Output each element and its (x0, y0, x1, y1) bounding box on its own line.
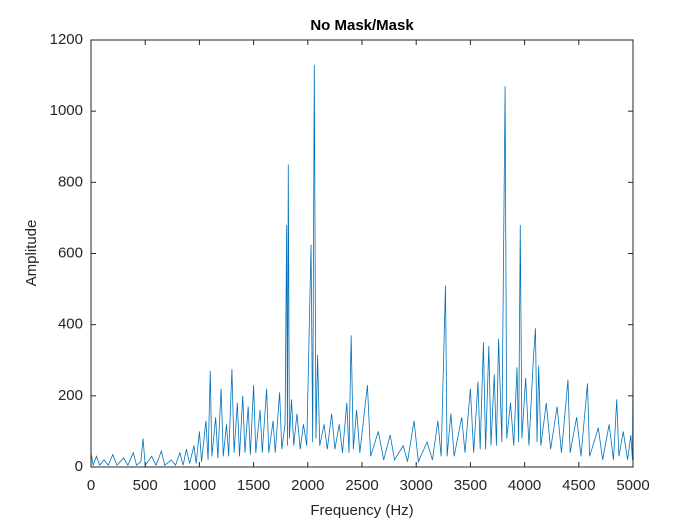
axes-box (90, 39, 634, 468)
chart-title: No Mask/Mask (310, 17, 414, 34)
x-tick-label: 3500 (454, 477, 487, 494)
x-tick-label: 1500 (237, 477, 270, 494)
x-tick-label: 4500 (562, 477, 595, 494)
x-tick-label: 3000 (400, 477, 433, 494)
x-tick-label: 0 (87, 477, 95, 494)
data-line (90, 64, 634, 467)
x-tick-label: 1000 (183, 477, 216, 494)
y-tick-label: 200 (58, 387, 83, 404)
y-tick-label: 600 (58, 244, 83, 261)
x-tick-label: 2500 (345, 477, 378, 494)
x-tick-label: 500 (133, 477, 158, 494)
y-tick-label: 1200 (50, 31, 83, 48)
x-tick-label: 2000 (291, 477, 324, 494)
x-axis-label: Frequency (Hz) (310, 502, 413, 519)
y-tick-label: 1000 (50, 102, 83, 119)
y-tick-label: 400 (58, 316, 83, 333)
y-tick-label: 800 (58, 173, 83, 190)
x-tick-label: 4000 (508, 477, 541, 494)
x-tick-label: 5000 (616, 477, 649, 494)
y-axis-label: Amplitude (23, 220, 40, 287)
y-tick-label: 0 (75, 458, 83, 475)
